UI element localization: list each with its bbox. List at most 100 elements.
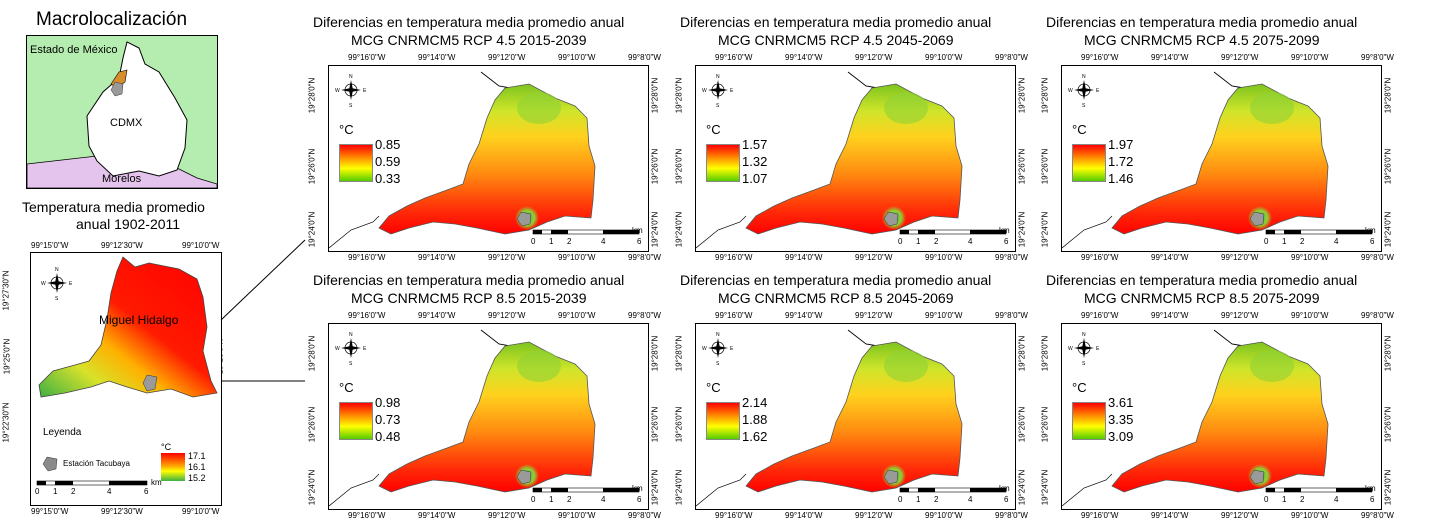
panel-top-tick: 99°12'0"W xyxy=(855,311,893,320)
outline-line xyxy=(329,215,380,249)
north-arrow-icon: N S W E xyxy=(1068,332,1100,367)
macro-city-label: CDMX xyxy=(110,117,143,129)
green-zone xyxy=(517,92,561,124)
historical-map: N S W E Miguel Hidalgo Leyenda Estación … xyxy=(30,252,222,506)
green-zone xyxy=(884,92,928,124)
svg-text:E: E xyxy=(1096,346,1100,352)
panel-legend-bar xyxy=(339,402,373,440)
panel-right-tick: 19°28'0"N xyxy=(1383,335,1393,372)
panel-left-tick: 19°24'0"N xyxy=(674,211,684,248)
svg-text:N: N xyxy=(1082,74,1086,80)
scale-label: 1 xyxy=(549,495,554,504)
panel-right-tick: 19°26'0"N xyxy=(1017,406,1027,443)
panel-bottom-tick: 99°14'0"W xyxy=(418,511,456,520)
panel-left-tick: 19°26'0"N xyxy=(1040,148,1050,185)
hist-legend-unit: °C xyxy=(161,442,172,452)
panel-map: N S W E °C 1.97 1.72 1.46 0 1 2 4 6 km xyxy=(1061,65,1382,252)
panel-map-svg: N S W E xyxy=(329,71,640,249)
north-arrow-icon: N S W E xyxy=(335,332,367,367)
panel-left-tick: 19°28'0"N xyxy=(674,335,684,372)
panel-title-line1: Diferencias en temperatura media promedi… xyxy=(313,14,625,30)
scale-label: 4 xyxy=(968,495,973,504)
scale-unit: km xyxy=(632,226,643,235)
scale-unit: km xyxy=(999,226,1010,235)
panel-legend-value: 2.14 xyxy=(742,395,768,410)
scale-label: 0 xyxy=(898,237,903,246)
scale-label: 2 xyxy=(934,495,939,504)
panel-title-line2: MCG CNRMCM5 RCP 8.5 2075-2099 xyxy=(1084,290,1320,306)
panel-right-tick: 19°26'0"N xyxy=(1383,148,1393,185)
panel-legend-bar xyxy=(706,144,740,182)
scale-label: 6 xyxy=(637,495,642,504)
panel-top-tick: 99°14'0"W xyxy=(418,311,456,320)
historical-map-svg: N S W E xyxy=(36,256,218,486)
scale-label: 2 xyxy=(1300,237,1305,246)
temperature-surface xyxy=(378,83,596,235)
svg-text:S: S xyxy=(1082,361,1086,367)
station-legend-icon xyxy=(42,456,58,472)
panel-legend-value: 1.62 xyxy=(742,429,768,444)
scale-unit: km xyxy=(1365,484,1376,493)
delegation-label: Miguel Hidalgo xyxy=(99,313,179,327)
outline-line xyxy=(1062,215,1113,249)
panel-legend-bar xyxy=(1072,402,1106,440)
macro-map: Estado de México CDMX Morelos xyxy=(26,35,218,189)
panel-legend-value: 0.59 xyxy=(375,154,401,169)
panel-right-tick: 19°28'0"N xyxy=(650,335,660,372)
scale-label: 4 xyxy=(1334,495,1339,504)
panel-map-svg: N S W E xyxy=(696,71,1007,249)
scale-bar xyxy=(532,487,640,493)
panel-bottom-tick: 99°10'0"W xyxy=(558,253,596,262)
svg-text:E: E xyxy=(730,346,734,352)
panel-legend-value: 1.97 xyxy=(1108,137,1134,152)
boundary-line xyxy=(480,71,512,89)
panel-top-tick: 99°14'0"W xyxy=(785,53,823,62)
panel-right-tick: 19°24'0"N xyxy=(650,469,660,506)
panel-bottom-tick: 99°16'0"W xyxy=(1081,253,1119,262)
svg-text:W: W xyxy=(702,346,707,352)
panel-top-tick: 99°16'0"W xyxy=(348,53,386,62)
panel-bottom-tick: 99°10'0"W xyxy=(558,511,596,520)
panel-right-tick: 19°24'0"N xyxy=(1383,211,1393,248)
panel-map: N S W E °C 0.98 0.73 0.48 0 1 2 4 6 km xyxy=(328,323,649,510)
panel-title-line2: MCG CNRMCM5 RCP 8.5 2015-2039 xyxy=(351,290,587,306)
scale-label: 0 xyxy=(35,487,40,496)
panel-map-svg: N S W E xyxy=(329,329,640,507)
panel-legend-unit: °C xyxy=(1072,380,1087,395)
panel-top-tick: 99°10'0"W xyxy=(558,311,596,320)
temperature-surface xyxy=(378,341,596,493)
scale-label: 4 xyxy=(107,487,112,496)
green-zone xyxy=(1250,92,1294,124)
panel-map-svg: N S W E xyxy=(1062,71,1373,249)
panel-map: N S W E °C 2.14 1.88 1.62 0 1 2 4 6 km xyxy=(695,323,1016,510)
panel-left-tick: 19°24'0"N xyxy=(1040,211,1050,248)
boundary-line xyxy=(1213,329,1245,347)
panel-top-tick: 99°8'0"W xyxy=(995,311,1028,320)
panel-top-tick: 99°12'0"W xyxy=(488,53,526,62)
panel-right-tick: 19°28'0"N xyxy=(1017,77,1027,114)
scale-label: 2 xyxy=(934,237,939,246)
panel-top-tick: 99°10'0"W xyxy=(1291,53,1329,62)
scale-label: 6 xyxy=(1370,237,1375,246)
svg-text:S: S xyxy=(716,361,720,367)
panel-top-tick: 99°10'0"W xyxy=(558,53,596,62)
panel-right-tick: 19°24'0"N xyxy=(1383,469,1393,506)
panel-bottom-tick: 99°16'0"W xyxy=(715,253,753,262)
scale-label: 0 xyxy=(898,495,903,504)
panel-left-tick: 19°28'0"N xyxy=(674,77,684,114)
macro-state-label: Estado de México xyxy=(30,44,118,56)
panel-title-line1: Diferencias en temperatura media promedi… xyxy=(680,272,992,288)
svg-text:N: N xyxy=(55,267,59,273)
green-zone xyxy=(517,350,561,382)
panel-top-tick: 99°10'0"W xyxy=(925,311,963,320)
hist-top-tick: 99°15'0"W xyxy=(31,241,69,250)
panel-top-tick: 99°14'0"W xyxy=(1151,311,1189,320)
scale-label: 4 xyxy=(601,237,606,246)
panel-legend-unit: °C xyxy=(706,380,721,395)
panel-right-tick: 19°26'0"N xyxy=(650,406,660,443)
panel-top-tick: 99°12'0"W xyxy=(488,311,526,320)
north-arrow-icon: N S W E xyxy=(1068,74,1100,109)
station-marker-icon xyxy=(110,81,124,97)
svg-text:S: S xyxy=(349,361,353,367)
north-arrow-icon: N S W E xyxy=(335,74,367,109)
